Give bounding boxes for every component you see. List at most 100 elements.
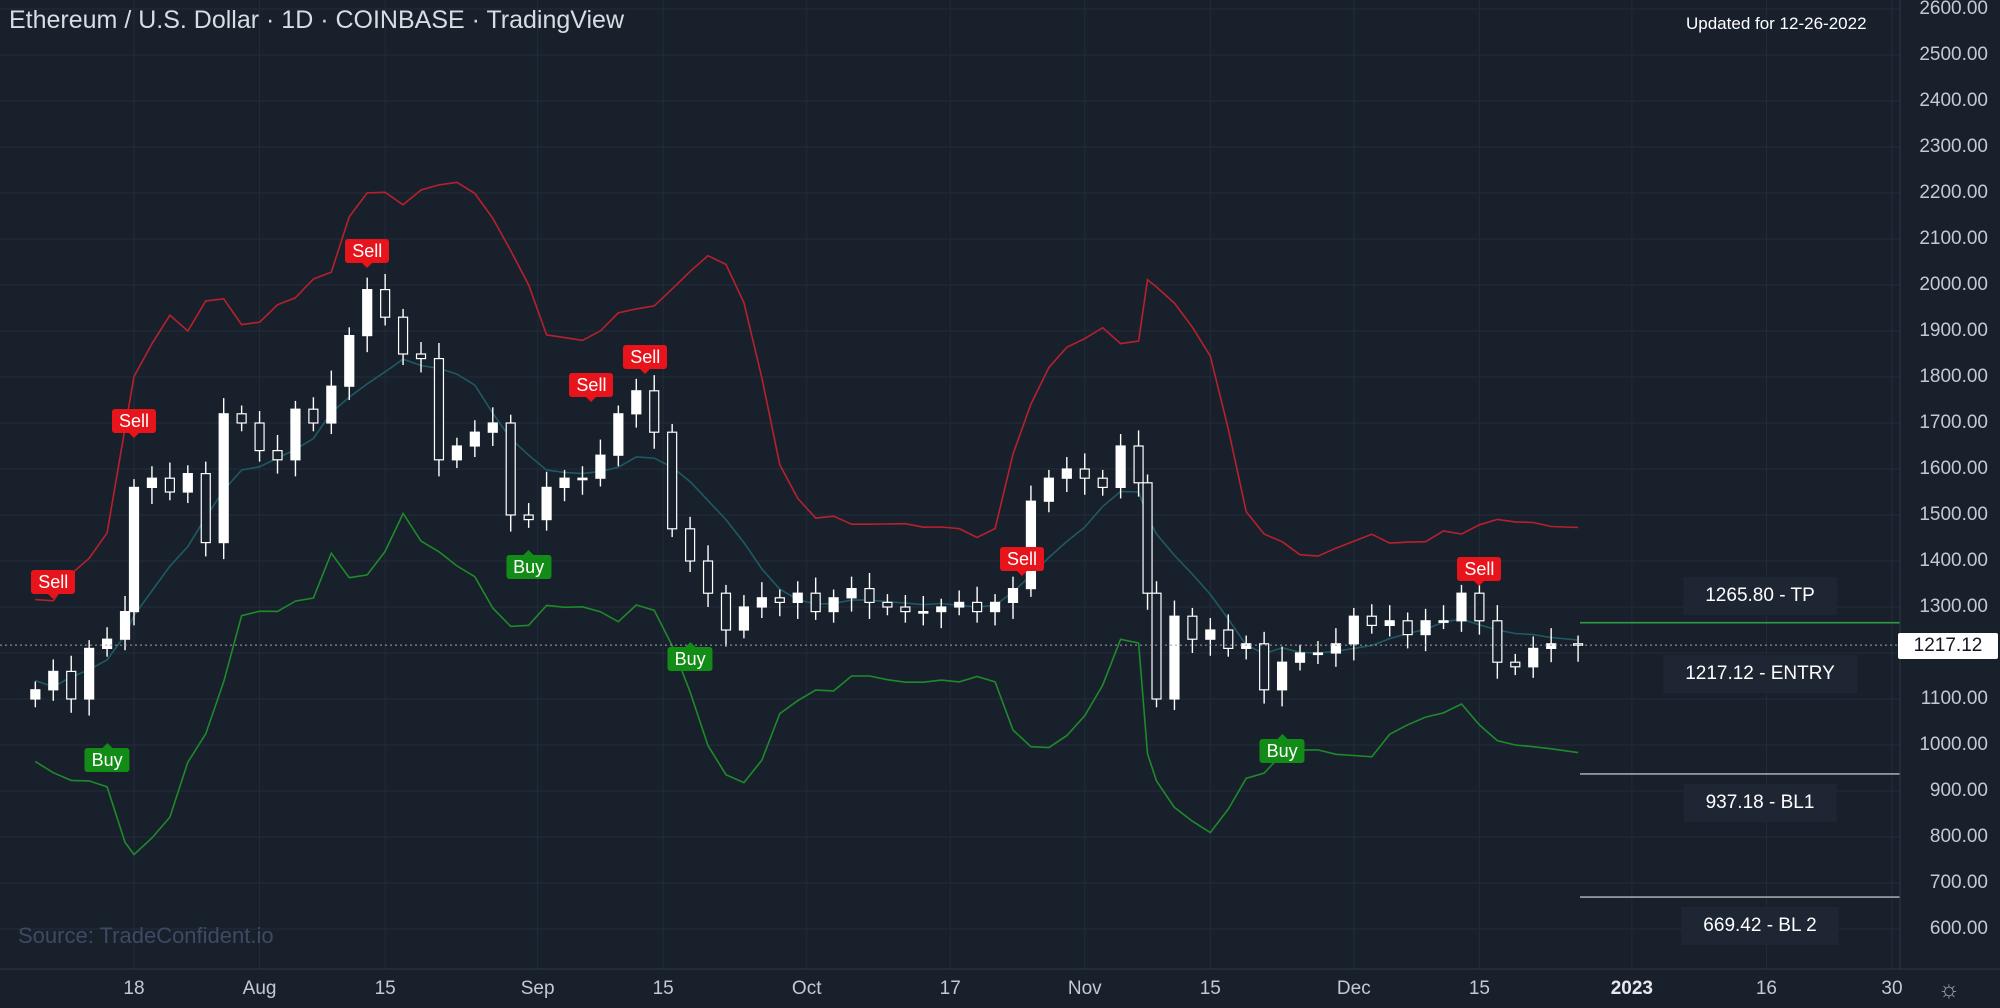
candle-body (1294, 652, 1306, 663)
source-watermark: Source: TradeConfident.io (18, 923, 274, 948)
candle-body (84, 647, 95, 700)
candle-body (702, 560, 714, 594)
candle-body (523, 514, 534, 521)
candle-body (1312, 652, 1324, 656)
price-tick-label: 2200.00 (1919, 182, 1988, 203)
candle-body (469, 431, 480, 447)
level-label: 669.42 - BL 2 (1681, 907, 1839, 946)
candle-body (972, 601, 983, 613)
candle-body (595, 454, 606, 479)
sell-signal: Sell (111, 409, 157, 439)
mid-band-line (35, 358, 1579, 688)
candle-body (864, 587, 875, 603)
sell-signal: Sell (1457, 556, 1502, 586)
time-tick-label: Sep (520, 978, 555, 999)
candle-body (164, 477, 175, 493)
level-lines (0, 621, 1900, 898)
candle-body (1456, 592, 1467, 622)
last-price-tag: 1217.12 (1898, 633, 1998, 659)
candle-body (128, 486, 140, 613)
candles (30, 273, 1584, 716)
time-tick-label: 30 (1881, 978, 1903, 999)
candle-body (254, 422, 265, 452)
price-tick-label: 600.00 (1929, 918, 1988, 939)
upper-band-line (35, 181, 1579, 602)
candle-body (326, 385, 337, 424)
settings-gear-icon[interactable]: ☼ (1938, 976, 1960, 1003)
candle-body (272, 450, 283, 461)
candle-body (344, 335, 355, 387)
level-label: 937.18 - BL1 (1683, 783, 1837, 822)
candle-body (900, 606, 911, 613)
time-tick-label: 15 (1199, 978, 1221, 999)
candle-body (362, 289, 373, 337)
candle-body (1079, 468, 1090, 479)
level-label: 1265.80 - TP (1683, 576, 1837, 615)
bands (34, 181, 1579, 856)
candle-body (882, 601, 893, 608)
candle-body (1115, 445, 1126, 489)
price-tick-label: 2600.00 (1919, 0, 1988, 19)
candle-body (1474, 592, 1485, 622)
price-tick-label: 2500.00 (1919, 44, 1988, 65)
sell-signal: Sell (345, 239, 390, 269)
candle-body (1169, 615, 1180, 700)
price-tick-label: 900.00 (1929, 780, 1988, 801)
time-tick-label: 18 (123, 978, 145, 999)
price-tick-label: 700.00 (1929, 872, 1988, 893)
price-tick-label: 2100.00 (1919, 228, 1988, 249)
candle-body (954, 601, 965, 608)
candle-body (756, 597, 767, 608)
price-tick-label: 1600.00 (1919, 458, 1988, 479)
candle-body (415, 353, 427, 360)
candle-body (101, 638, 113, 650)
candle-body (1241, 643, 1252, 649)
sell-signal: Sell (999, 547, 1044, 577)
candle-body (846, 587, 857, 599)
candle-body (613, 413, 624, 456)
candle-body (1043, 477, 1054, 502)
candle-body (1348, 615, 1359, 645)
candle-body (1061, 468, 1072, 479)
time-tick-label: Aug (242, 978, 277, 999)
candle-body (1366, 615, 1377, 627)
sell-signal: Sell (31, 570, 76, 600)
candle-body (397, 316, 409, 355)
candle-body (146, 477, 158, 489)
buy-signal: Buy (84, 743, 130, 773)
candle-body (451, 445, 462, 461)
candle-body (1438, 620, 1449, 623)
candle-body (810, 592, 821, 613)
candle-body (1097, 477, 1108, 489)
candle-body (290, 408, 301, 461)
candle-body (48, 670, 59, 691)
grid (0, 0, 1900, 969)
candle-body (236, 413, 247, 424)
candle-body (1510, 661, 1521, 668)
candle-body (738, 606, 750, 631)
candle-body (685, 528, 696, 562)
time-tick-label: 2023 (1610, 978, 1654, 999)
candle-body (828, 597, 839, 613)
time-tick-label: 17 (939, 978, 961, 999)
candle-body (1572, 643, 1584, 646)
candle-body (649, 390, 660, 433)
candle-body (1187, 615, 1198, 640)
price-tick-label: 800.00 (1929, 826, 1988, 847)
price-tick-label: 1100.00 (1920, 688, 1988, 709)
candle-body (487, 422, 498, 433)
candle-body (1492, 620, 1503, 663)
candle-body (1142, 482, 1153, 594)
candle-body (1276, 661, 1288, 691)
price-tick-label: 1700.00 (1919, 412, 1988, 433)
time-tick-label: 16 (1755, 978, 1777, 999)
lower-band-line (34, 511, 1579, 856)
price-tick-label: 2300.00 (1919, 136, 1988, 157)
candle-body (577, 477, 588, 481)
candle-body (559, 477, 570, 489)
candle-body (119, 610, 131, 640)
price-tick-label: 2400.00 (1919, 90, 1988, 111)
candle-body (200, 473, 211, 544)
candle-body (1259, 643, 1270, 691)
